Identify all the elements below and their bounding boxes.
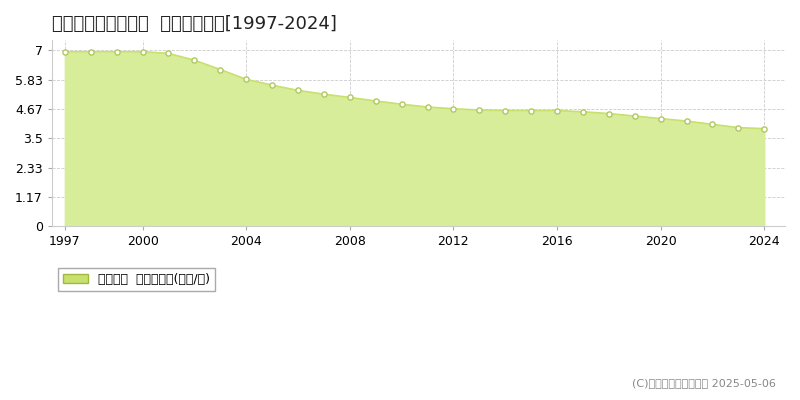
Point <box>628 113 641 119</box>
Point <box>447 106 460 112</box>
Point <box>421 104 434 110</box>
Point <box>318 91 330 97</box>
Text: (C)土地価格ドットコム 2025-05-06: (C)土地価格ドットコム 2025-05-06 <box>632 378 776 388</box>
Point <box>343 94 356 101</box>
Point <box>370 98 382 104</box>
Point <box>214 66 226 73</box>
Point <box>136 48 149 55</box>
Point <box>110 48 123 55</box>
Point <box>577 108 590 115</box>
Point <box>732 124 745 131</box>
Point <box>706 121 719 128</box>
Point <box>758 126 770 132</box>
Legend: 基準地価  平均坪単価(万円/坪): 基準地価 平均坪単価(万円/坪) <box>58 268 215 291</box>
Point <box>266 82 278 88</box>
Point <box>240 76 253 82</box>
Point <box>499 107 512 114</box>
Point <box>602 110 615 117</box>
Point <box>188 57 201 64</box>
Point <box>654 115 667 122</box>
Point <box>473 107 486 113</box>
Point <box>291 87 304 94</box>
Point <box>395 101 408 108</box>
Point <box>525 107 538 114</box>
Point <box>680 118 693 124</box>
Point <box>58 48 71 55</box>
Text: 北佐久郡立科町芦田  基準地価推移[1997-2024]: 北佐久郡立科町芦田 基準地価推移[1997-2024] <box>52 15 337 33</box>
Point <box>84 48 97 55</box>
Point <box>550 107 563 114</box>
Point <box>162 50 175 57</box>
